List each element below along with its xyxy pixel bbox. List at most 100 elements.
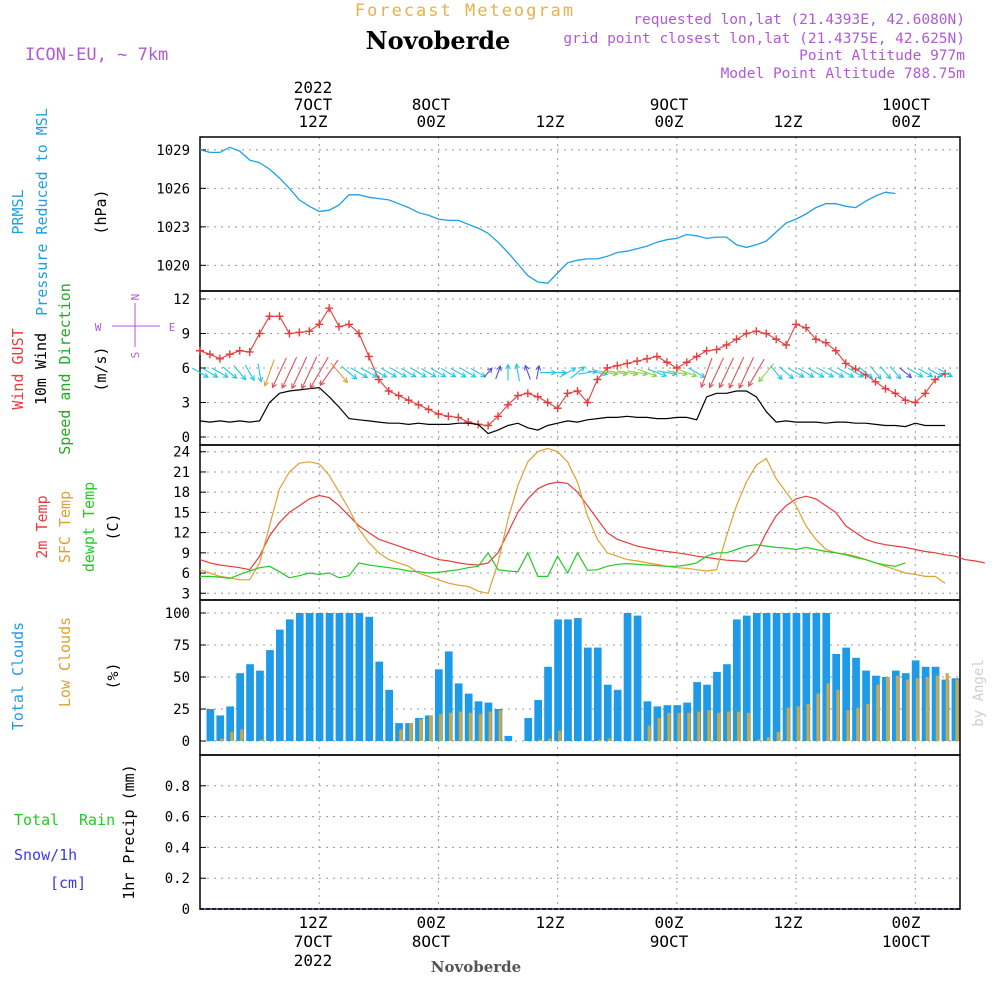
total-cloud-bar (266, 650, 274, 741)
total-cloud-bar (593, 647, 602, 741)
wind-arrow (450, 367, 467, 378)
low-cloud-bar (438, 714, 443, 741)
total-cloud-bar (484, 702, 493, 741)
bottom-label-9oct: 00Z 9OCT (650, 913, 689, 951)
gust-point (364, 352, 373, 361)
total-cloud-bar (285, 619, 294, 741)
gust-point (414, 400, 423, 409)
bottom-time-labels: 12Z 7OCT 2022 00Z 8OCT 12Z 00Z 9OCT 12Z 00Z 1… (294, 913, 931, 970)
wind-arrow (440, 368, 457, 378)
gust-point (782, 341, 791, 349)
low-cloud-bar (935, 675, 939, 741)
precip-label: 1hr Precip (mm) (120, 764, 138, 899)
total-cloud-bar (504, 735, 513, 741)
gust-point (841, 359, 850, 368)
gust-point (513, 391, 522, 400)
low-cloud-bar (409, 723, 413, 741)
low-cloud-bar (786, 707, 790, 741)
temp-2m-line (199, 481, 985, 571)
total-cloud-bar (584, 647, 592, 741)
temp-dewpt-line (200, 544, 906, 580)
total-cloud-bar (901, 673, 910, 741)
ms-label: (m/s) (92, 346, 110, 391)
low-cloud-bar (856, 707, 860, 741)
gust-point (494, 412, 503, 421)
wind-ytick-label: 12 (173, 292, 190, 308)
low-cloud-bar (746, 712, 751, 741)
low-cloud-bar (448, 712, 453, 741)
gust-point (305, 327, 314, 336)
wind-arrow (666, 370, 688, 377)
total-cloud-bar (246, 664, 254, 741)
wind-ytick-label: 9 (182, 327, 190, 343)
watermark: by Angel (971, 659, 987, 726)
total-cloud-bar (544, 666, 552, 741)
wind-arrow (281, 356, 298, 390)
bottom-label-9oct-12z: 12Z (774, 913, 803, 932)
low-cloud-bar (945, 673, 949, 741)
wind-arrow (869, 365, 882, 380)
low-cloud-bar (667, 712, 671, 741)
wind-arrow (401, 368, 417, 378)
top-label-7oct: 2022 7OCT 12Z (294, 78, 333, 131)
gust-point (563, 389, 572, 398)
gust-point (384, 387, 393, 395)
bottom-label-7oct: 12Z 7OCT 2022 (294, 913, 333, 970)
pressure-frame (199, 136, 961, 292)
low-cloud-bar (955, 679, 959, 741)
temp-ytick-label: 12 (173, 526, 190, 542)
total-cloud-bar (643, 701, 652, 741)
total-cloud-bar (733, 619, 741, 741)
wind-10m-label: 10m Wind (32, 333, 50, 405)
gust-point (265, 312, 274, 321)
total-cloud-bar (921, 666, 930, 741)
gust-point (285, 329, 294, 338)
wind-arrow (350, 367, 369, 378)
wind-arrow (700, 357, 713, 389)
rain-label: Rain (79, 811, 115, 829)
low-cloud-bar (657, 718, 661, 741)
total-cloud-bar (276, 629, 284, 741)
total-cloud-bar (444, 651, 453, 741)
total-cloud-bar (305, 613, 314, 741)
low-cloud-bar (458, 711, 462, 741)
wind-arrow (381, 367, 398, 378)
low-cloud-bar (399, 729, 403, 741)
bottom-label-8oct: 00Z 8OCT (412, 913, 451, 951)
temp-ytick-label: 24 (173, 445, 190, 461)
wind-arrow (627, 370, 649, 377)
wind-arrow (798, 367, 815, 378)
low-cloud-bar (737, 711, 741, 741)
pressure-ytick-label: 1020 (156, 258, 190, 274)
cloud-ytick-label: 50 (173, 670, 190, 686)
total-cloud-bar (703, 684, 711, 741)
location-title: Novoberde (366, 26, 511, 55)
total-cloud-bar (425, 715, 433, 741)
footer-location: Novoberde (431, 958, 521, 976)
temp-ytick-label: 15 (173, 505, 190, 521)
gust-point (345, 320, 354, 329)
total-cloud-bar (315, 613, 324, 741)
low-cloud-bar (260, 739, 264, 741)
wind-speed-dir-label: Speed and Direction (56, 283, 74, 455)
total-cloud-bar (941, 679, 950, 741)
precip-frame (199, 754, 961, 910)
total-cloud-bar (872, 675, 880, 741)
low-cloud-bar (796, 706, 800, 741)
wind-gust-label: Wind GUST (9, 328, 27, 409)
wind-arrow (788, 367, 805, 378)
wind-arrow (559, 367, 577, 378)
total-cloud-bar (802, 613, 811, 741)
low-cloud-bar (548, 738, 552, 741)
total-cloud-bar (822, 613, 831, 741)
gust-point (434, 410, 443, 418)
wind-arrow (637, 368, 658, 378)
gust-point (275, 312, 284, 321)
pressure-ytick-label: 1029 (156, 143, 190, 159)
total-cloud-bar (792, 613, 801, 741)
wind-speed-line (199, 386, 946, 435)
wind-arrow (470, 368, 487, 378)
wind-arrow (927, 368, 944, 378)
low-cloud-bar (776, 732, 780, 741)
gust-point (593, 375, 602, 384)
